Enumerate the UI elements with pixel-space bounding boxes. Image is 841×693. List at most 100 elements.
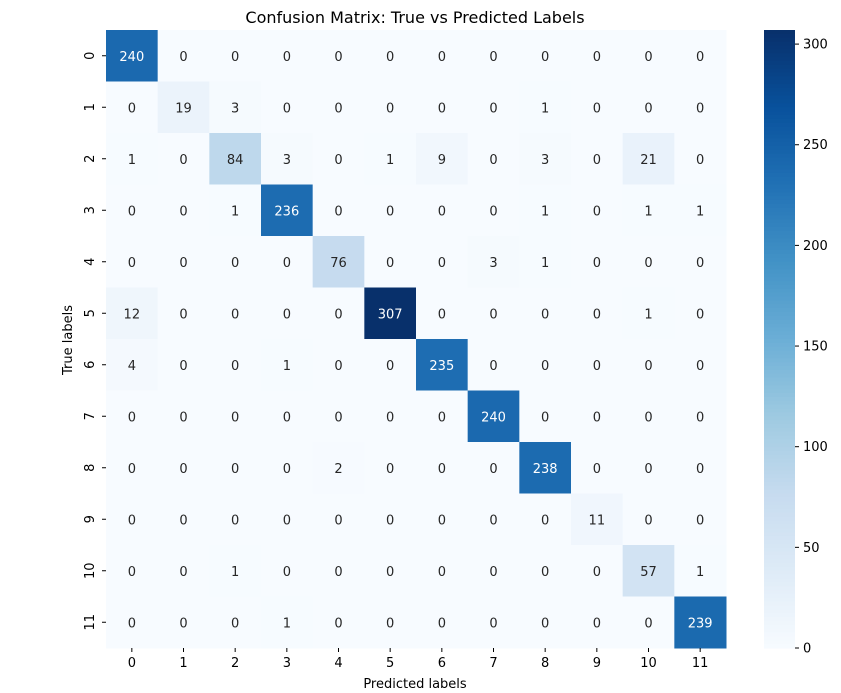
heatmap-cell <box>467 184 520 237</box>
colorbar-gradient-slice <box>764 458 795 464</box>
y-axis-ticks: 0 1 2 3 4 5 6 7 8 9 10 11 <box>83 52 106 631</box>
cell-value-label: 0 <box>386 256 394 271</box>
colorbar-gradient-slice <box>764 281 795 286</box>
colorbar-gradient-slice <box>764 624 795 630</box>
colorbar-gradient-slice <box>764 192 795 197</box>
colorbar-gradient-slice <box>764 64 795 70</box>
heatmap-cell <box>571 442 624 494</box>
heatmap-cell <box>416 133 469 185</box>
colorbar-gradient-slice <box>764 563 795 568</box>
heatmap-cell <box>519 390 572 443</box>
heatmap-cell <box>106 236 159 288</box>
cell-value-label: 240 <box>481 410 506 425</box>
cell-value-label: 0 <box>438 513 446 528</box>
heatmap-cell <box>261 287 314 340</box>
colorbar-gradient-slice <box>764 238 795 244</box>
cell-value-label: 12 <box>124 307 141 322</box>
heatmap-cell <box>467 596 520 649</box>
cell-value-label: 1 <box>541 256 549 271</box>
cell-value-label: 0 <box>179 359 187 374</box>
colorbar-gradient-slice <box>764 308 795 313</box>
heatmap-cell <box>622 133 675 185</box>
heatmap-cell <box>519 545 572 597</box>
cell-value-label: 84 <box>227 153 244 168</box>
heatmap-cell <box>622 236 675 288</box>
cell-value-label: 0 <box>283 307 291 322</box>
colorbar-gradient-slice <box>764 539 795 545</box>
colorbar-gradient-slice <box>764 53 795 58</box>
heatmap-cell <box>622 442 675 494</box>
cell-value-label: 0 <box>128 256 136 271</box>
cell-value-label: 9 <box>438 153 446 168</box>
colorbar-gradient-slice <box>764 138 795 143</box>
y-tick-label: 3 <box>83 206 98 214</box>
cell-value-label: 0 <box>179 50 187 65</box>
cell-value-label: 3 <box>283 153 291 168</box>
cell-value-label: 0 <box>386 50 394 65</box>
heatmap-cell <box>209 184 262 237</box>
colorbar-gradient-slice <box>764 466 795 471</box>
heatmap-cell <box>364 133 417 185</box>
cell-value-label: 3 <box>489 256 497 271</box>
heatmap-cell <box>571 493 624 546</box>
cell-value-label: 0 <box>489 616 497 631</box>
heatmap-cell <box>157 442 210 494</box>
cell-value-label: 1 <box>128 153 136 168</box>
cell-value-label: 0 <box>128 616 136 631</box>
heatmap-cell <box>622 390 675 443</box>
heatmap-cell <box>467 493 520 546</box>
heatmap-cell <box>571 596 624 649</box>
colorbar-gradient-slice <box>764 501 795 506</box>
heatmap-cell <box>571 236 624 288</box>
cell-value-label: 57 <box>640 565 657 580</box>
colorbar-gradient-slice <box>764 250 795 255</box>
cell-value-label: 0 <box>644 616 652 631</box>
heatmap-cell <box>157 236 210 288</box>
cell-value-label: 0 <box>179 513 187 528</box>
heatmap-cell <box>209 339 262 391</box>
colorbar-gradient-slice <box>764 439 795 444</box>
cell-value-label: 240 <box>119 50 144 65</box>
colorbar-gradient-slice <box>764 107 795 112</box>
cell-value-label: 0 <box>283 462 291 477</box>
colorbar-gradient-slice <box>764 292 795 298</box>
colorbar-gradient-slice <box>764 323 795 329</box>
colorbar-gradient-slice <box>764 37 795 43</box>
colorbar-gradient-slice <box>764 644 795 649</box>
cell-value-label: 0 <box>696 462 704 477</box>
heatmap-cell <box>209 596 262 649</box>
cell-value-label: 0 <box>179 256 187 271</box>
colorbar-gradient-slice <box>764 315 795 321</box>
heatmap-cell <box>261 545 314 597</box>
colorbar-gradient-slice <box>764 122 795 128</box>
cell-value-label: 0 <box>128 565 136 580</box>
cell-value-label: 0 <box>179 153 187 168</box>
heatmap-cell <box>571 287 624 340</box>
cell-value-label: 0 <box>386 616 394 631</box>
colorbar-gradient-slice <box>764 339 795 344</box>
cell-value-label: 0 <box>128 410 136 425</box>
x-tick-label: 2 <box>231 656 239 671</box>
colorbar-gradient-slice <box>764 99 795 104</box>
colorbar-gradient-slice <box>764 172 795 178</box>
colorbar-gradient-slice <box>764 389 795 394</box>
colorbar-gradient-slice <box>764 57 795 62</box>
heatmap-cell <box>622 184 675 237</box>
colorbar-gradient-slice <box>764 489 795 495</box>
colorbar-gradient-slice <box>764 396 795 402</box>
colorbar-gradient-slice <box>764 369 795 375</box>
heatmap-cell <box>416 339 469 391</box>
cell-value-label: 239 <box>688 616 713 631</box>
colorbar-gradient-slice <box>764 416 795 421</box>
colorbar-gradient-slice <box>764 547 795 553</box>
colorbar-gradient-slice <box>764 640 795 645</box>
colorbar-gradient-slice <box>764 524 795 529</box>
heatmap-cell <box>157 596 210 649</box>
cell-value-label: 0 <box>593 359 601 374</box>
colorbar-gradient-slice <box>764 60 795 66</box>
heatmap-cell <box>364 339 417 391</box>
heatmap-cell <box>157 339 210 391</box>
cell-value-label: 0 <box>541 513 549 528</box>
colorbar-gradient-slice <box>764 628 795 634</box>
cell-value-label: 0 <box>644 101 652 116</box>
